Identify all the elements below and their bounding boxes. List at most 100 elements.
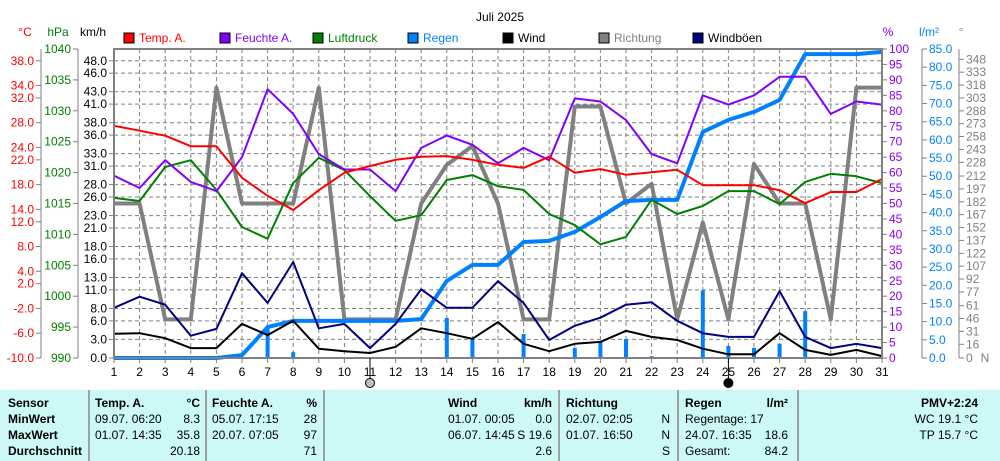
temp-min-time: 09.07. 06:20 — [95, 412, 162, 426]
wind-tick-label: 3.0 — [90, 332, 107, 346]
temp-max-time: 01.07. 14:35 — [95, 428, 162, 442]
x-tick-label: 31 — [875, 365, 889, 379]
rain-tick-label: 25.0 — [929, 260, 953, 274]
x-tick-label: 26 — [747, 365, 761, 379]
series-line-regen — [114, 49, 883, 360]
rain-bar-day-25 — [726, 346, 731, 358]
humidity-tick-label: 80 — [889, 104, 903, 118]
legend-label: Regen — [423, 31, 458, 45]
direction-tick-label: 107 — [966, 259, 986, 273]
rain-tick-label: 55.0 — [929, 151, 953, 165]
x-tick-label: 12 — [389, 365, 403, 379]
x-tick-label: 28 — [799, 365, 813, 379]
wind-tick-label: 46.0 — [84, 66, 108, 80]
pressure-tick-label: 1020 — [44, 166, 71, 180]
x-tick-label: 6 — [239, 365, 246, 379]
humidity-tick-label: 10 — [889, 320, 903, 334]
direction-min: N — [661, 412, 670, 426]
x-tick-label: 10 — [338, 365, 352, 379]
x-tick-label: 3 — [162, 365, 169, 379]
temp-tick-label: 38.0 — [11, 54, 35, 68]
x-tick-label: 2 — [136, 365, 143, 379]
wind-max: S 19.6 — [517, 428, 552, 442]
pressure-tick-label: 1025 — [44, 135, 71, 149]
legend-swatch — [502, 32, 514, 44]
rain-tick-label: 10.0 — [929, 315, 953, 329]
direction-tick-label: 92 — [966, 272, 980, 286]
x-tick-label: 7 — [264, 365, 271, 379]
x-tick-label: 18 — [543, 365, 557, 379]
direction-tick-label: 212 — [966, 169, 986, 183]
column-divider — [558, 390, 560, 461]
statistics-table: Sensor MinWert MaxWert Durchschnitt Temp… — [0, 390, 1000, 461]
direction-tick-label: 0 — [966, 351, 973, 365]
temp-tick-label: 28.0 — [11, 116, 35, 130]
row-label-max: MaxWert — [8, 428, 58, 442]
rain-total: 84.2 — [764, 444, 788, 458]
direction-axis-unit: ° — [959, 25, 964, 39]
x-tick-label: 8 — [290, 365, 297, 379]
x-tick-label: 24 — [696, 365, 710, 379]
rain-axis-unit: l/m² — [919, 25, 939, 39]
wind-tick-label: 41.0 — [84, 97, 108, 111]
x-tick-label: 19 — [568, 365, 582, 379]
pressure-axis-unit: hPa — [47, 25, 69, 39]
wind-tick-label: 36.0 — [84, 128, 108, 142]
humidity-tick-label: 85 — [889, 88, 903, 102]
wind-tick-label: 18.0 — [84, 240, 108, 254]
rain-tick-label: 70.0 — [929, 97, 953, 111]
pressure-tick-label: 1010 — [44, 227, 71, 241]
new-moon-icon — [723, 378, 734, 388]
x-tick-label: 29 — [824, 365, 838, 379]
temp-avg: 20.18 — [169, 444, 200, 458]
humidity-tick-label: 35 — [889, 243, 903, 257]
direction-tick-label: 182 — [966, 195, 986, 209]
legend-swatch — [312, 32, 324, 44]
rain-tick-label: 40.0 — [929, 206, 953, 220]
wind-tick-label: 23.0 — [84, 209, 108, 223]
legend-swatch — [123, 32, 135, 44]
direction-tick-label: 122 — [966, 246, 986, 260]
direction-tick-label: 333 — [966, 65, 986, 79]
windchill-value: WC 19.1 °C — [914, 412, 978, 426]
direction-tick-label: 167 — [966, 208, 986, 222]
wind-tick-label: 28.0 — [84, 178, 108, 192]
wind-min: 0.0 — [535, 412, 552, 426]
direction-tick-label: 228 — [966, 155, 986, 169]
series-line-windböen — [113, 261, 883, 350]
pressure-tick-label: 1015 — [44, 197, 71, 211]
temp-tick-label: -10.0 — [7, 351, 35, 365]
rain-tick-label: 45.0 — [929, 187, 953, 201]
rain-max-time: 24.07. 16:35 — [685, 428, 752, 442]
direction-tick-label: 348 — [966, 52, 986, 66]
x-tick-label: 14 — [440, 365, 454, 379]
x-tick-label: 13 — [415, 365, 429, 379]
wind-axis-unit: km/h — [80, 25, 106, 39]
x-tick-label: 16 — [491, 365, 505, 379]
column-divider — [677, 390, 679, 461]
temp-tick-label: 24.0 — [11, 140, 35, 154]
direction-tick-label: 258 — [966, 130, 986, 144]
series-line-luftdruck — [113, 156, 883, 246]
legend-swatch — [407, 32, 419, 44]
x-tick-label: 9 — [315, 365, 322, 379]
rain-tick-label: 35.0 — [929, 224, 953, 238]
pmv-value: PMV+2:24 — [920, 396, 978, 410]
column-divider — [323, 390, 325, 461]
direction-tick-label: 243 — [966, 142, 986, 156]
pressure-tick-label: 1030 — [44, 104, 71, 118]
wind-tick-label: 33.0 — [84, 147, 108, 161]
series-line-wind — [113, 319, 883, 358]
rain-tick-label: 85.0 — [929, 42, 953, 56]
rain-bar-day-17 — [521, 334, 526, 358]
rain-tick-label: 20.0 — [929, 278, 953, 292]
wind-max-time: 06.07. 14:45 — [448, 428, 515, 442]
x-tick-label: 15 — [466, 365, 480, 379]
sensor-header: Sensor — [8, 396, 49, 410]
rain-tick-label: 75.0 — [929, 78, 953, 92]
temp-tick-label: 22.0 — [11, 153, 35, 167]
legend-swatch — [692, 32, 704, 44]
direction-tick-label: 303 — [966, 91, 986, 105]
direction-tick-label: 61 — [966, 299, 980, 313]
rain-tick-label: 60.0 — [929, 133, 953, 147]
